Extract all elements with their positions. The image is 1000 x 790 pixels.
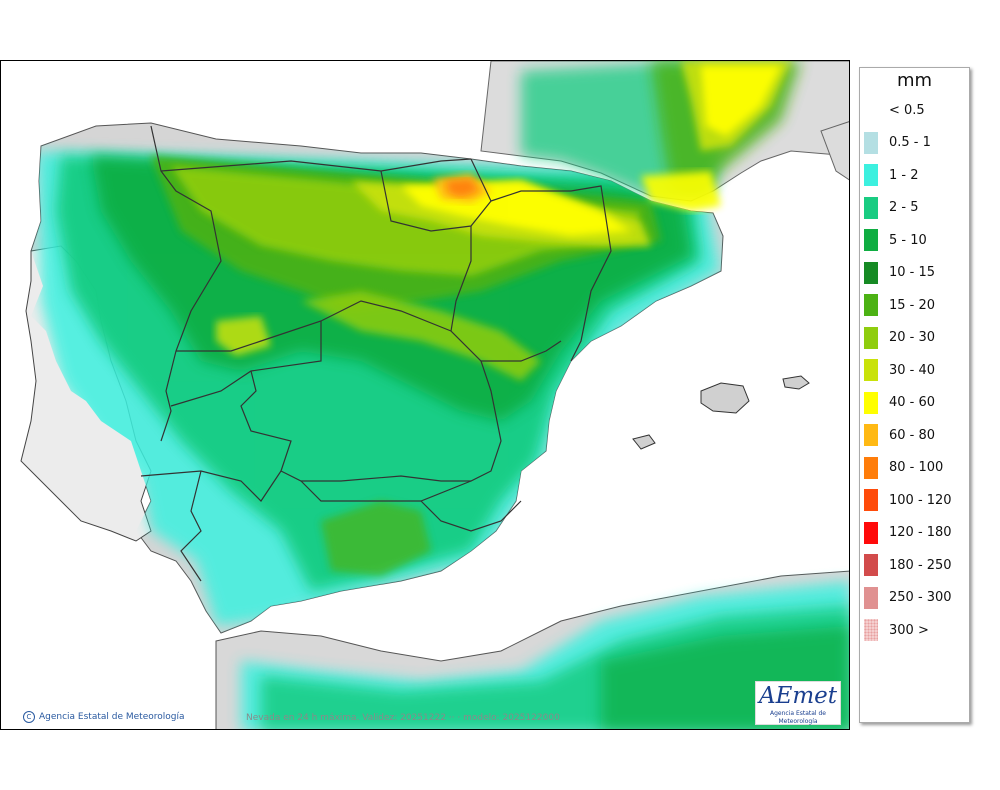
legend-swatch — [864, 359, 878, 381]
legend-swatch — [864, 554, 878, 576]
logo-subtitle: Agencia Estatal de Meteorología — [769, 710, 826, 725]
legend-label: 20 - 30 — [889, 330, 936, 345]
legend-item: < 0.5 — [864, 98, 968, 122]
legend-label: 1 - 2 — [889, 167, 919, 183]
legend-item: 300 > — [864, 618, 968, 642]
legend-item: 0.5 - 1 — [864, 131, 968, 155]
legend-label: 120 - 180 — [889, 525, 952, 540]
legend-item: 40 - 60 — [864, 391, 968, 415]
legend-item: 120 - 180 — [864, 521, 968, 545]
italy-land — [820, 121, 849, 181]
aemet-logo: AEmet Agencia Estatal de Meteorología — [755, 681, 841, 725]
legend-title: mm — [896, 70, 933, 91]
legend-label: 250 - 300 — [889, 590, 952, 605]
legend-label: 5 - 10 — [889, 232, 927, 248]
region-borders — [140, 125, 612, 582]
legend-swatch — [864, 586, 878, 609]
legend-swatch — [864, 619, 878, 641]
legend-item: 1 - 2 — [864, 163, 968, 187]
legend-item: 100 - 120 — [864, 488, 968, 512]
copyright-text: Agencia Estatal de Meteorología — [39, 712, 185, 722]
snowfall-map: C Agencia Estatal de Meteorología Nevada… — [0, 60, 850, 730]
map-canvas — [1, 61, 849, 729]
legend-item: 250 - 300 — [864, 586, 968, 610]
france-snowfall — [521, 61, 801, 211]
legend-label: 2 - 5 — [889, 200, 919, 215]
legend-item: 80 - 100 — [864, 456, 968, 480]
legend-swatch — [864, 99, 878, 121]
legend-label: 60 - 80 — [889, 427, 936, 443]
legend-label: 40 - 60 — [889, 395, 936, 410]
africa-snowfall — [241, 581, 849, 729]
legend-swatch — [864, 229, 878, 251]
legend-item: 180 - 250 — [864, 553, 968, 577]
legend-label: 100 - 120 — [889, 492, 952, 508]
snowfall-layer — [36, 151, 721, 626]
legend-swatch — [864, 391, 878, 414]
legend-label: 300 > — [889, 622, 929, 638]
legend-swatch — [864, 294, 878, 316]
menorca-island — [782, 375, 810, 390]
legend-panel: mm < 0.5 0.5 - 1 1 - 2 2 - 5 5 - 10 10 - 15 15… — [859, 67, 970, 723]
legend-item: 15 - 20 — [864, 293, 968, 317]
map-caption: Nevada en 24 h máxima. Validez: 20251222… — [246, 713, 560, 723]
legend-swatch — [864, 261, 878, 284]
legend-item: 5 - 10 — [864, 228, 968, 252]
legend-item: 2 - 5 — [864, 196, 968, 220]
legend-swatch — [864, 131, 878, 154]
legend-item: 10 - 15 — [864, 261, 968, 285]
legend-label: < 0.5 — [889, 102, 925, 118]
legend-item: 30 - 40 — [864, 358, 968, 382]
legend-label: 0.5 - 1 — [889, 135, 931, 150]
legend-swatch — [864, 456, 878, 479]
copyright-notice: C Agencia Estatal de Meteorología — [23, 711, 185, 723]
legend-item: 20 - 30 — [864, 326, 968, 350]
legend-label: 10 - 15 — [889, 265, 936, 280]
legend-label: 180 - 250 — [889, 557, 952, 573]
copyright-icon: C — [23, 711, 35, 723]
legend-swatch — [864, 489, 878, 511]
legend-label: 80 - 100 — [889, 460, 944, 475]
logo-wordmark: AEmet — [758, 683, 838, 709]
legend-swatch — [864, 326, 878, 349]
legend-swatch — [864, 424, 878, 446]
legend-item: 60 - 80 — [864, 423, 968, 447]
legend-swatch — [864, 521, 878, 544]
legend-label: 15 - 20 — [889, 297, 936, 313]
legend-label: 30 - 40 — [889, 362, 936, 378]
legend-swatch — [864, 164, 878, 186]
legend-swatch — [864, 196, 878, 219]
mallorca-island — [700, 382, 750, 414]
ibiza-island — [632, 434, 656, 450]
